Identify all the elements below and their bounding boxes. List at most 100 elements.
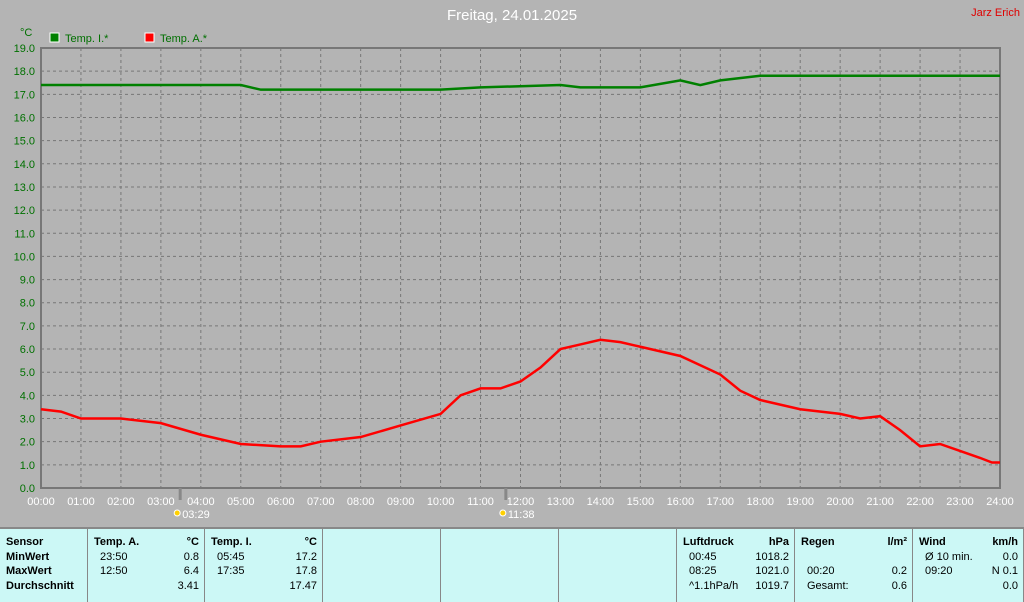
luftdruck-time: 08:25 xyxy=(689,565,717,577)
luftdruck-unit: hPa xyxy=(768,536,789,548)
x-tick-label: 09:00 xyxy=(387,496,415,508)
y-tick-label: 12.0 xyxy=(14,205,35,217)
tempI-time: 05:45 xyxy=(217,550,245,563)
regen-value: 0.2 xyxy=(891,565,907,577)
legend-label: Temp. A.* xyxy=(160,33,208,45)
regen-value: 0.6 xyxy=(891,579,907,592)
wind-time: Ø 10 min. xyxy=(925,550,973,563)
tempI-time: 17:35 xyxy=(217,565,245,577)
series-line-temp-i xyxy=(41,74,1000,91)
y-axis-unit: °C xyxy=(20,27,32,39)
x-tick-label: 12:00 xyxy=(507,496,535,508)
x-tick-label: 22:00 xyxy=(906,496,934,508)
tempA-value: 0.8 xyxy=(183,550,199,563)
tempA-value: 3.41 xyxy=(177,579,199,592)
x-tick-label: 24:00 xyxy=(986,496,1014,508)
sunrise-icon xyxy=(173,509,181,517)
row-label: MaxWert xyxy=(6,565,52,577)
x-tick-label: 03:00 xyxy=(147,496,175,508)
tempI-unit: °C xyxy=(304,536,317,548)
tempI-value: 17.47 xyxy=(289,579,317,592)
stats-table: Sensor MinWert MaxWert Durchschnitt Temp. A.… xyxy=(0,527,1024,602)
x-tick-label: 08:00 xyxy=(347,496,375,508)
x-tick-label: 05:00 xyxy=(227,496,255,508)
y-tick-label: 0.0 xyxy=(20,483,35,495)
y-tick-label: 18.0 xyxy=(14,66,35,78)
y-tick-label: 8.0 xyxy=(20,298,35,310)
x-tick-label: 20:00 xyxy=(826,496,854,508)
wind-value: 0.0 xyxy=(1002,579,1018,592)
y-tick-label: 19.0 xyxy=(14,43,35,55)
tempA-unit: °C xyxy=(186,536,199,548)
luftdruck-header: Luftdruck xyxy=(683,536,734,548)
y-tick-label: 14.0 xyxy=(14,159,35,171)
x-tick-label: 02:00 xyxy=(107,496,135,508)
luftdruck-time: ^1.1hPa/h xyxy=(689,579,739,592)
plot-frame xyxy=(40,47,1001,489)
sun-time-label: 03:29 xyxy=(182,509,210,521)
tempA-value: 6.4 xyxy=(183,565,199,577)
tempI-value: 17.8 xyxy=(295,565,317,577)
x-tick-label: 17:00 xyxy=(707,496,735,508)
y-tick-label: 11.0 xyxy=(14,228,35,240)
luftdruck-value: 1021.0 xyxy=(755,565,789,577)
sensor-header: Sensor xyxy=(6,536,44,548)
table-column xyxy=(88,529,205,602)
luftdruck-value: 1018.2 xyxy=(755,550,789,563)
chart-title: Freitag, 24.01.2025 xyxy=(446,7,578,24)
x-tick-label: 07:00 xyxy=(307,496,335,508)
luftdruck-time: 00:45 xyxy=(689,550,717,563)
regen-header: Regen xyxy=(801,536,835,548)
table-column xyxy=(0,529,88,602)
y-tick-label: 7.0 xyxy=(20,321,35,333)
y-tick-label: 5.0 xyxy=(20,367,35,379)
legend-swatch xyxy=(49,32,60,43)
x-tick-label: 11:00 xyxy=(467,496,494,508)
regen-time: Gesamt: xyxy=(807,579,849,592)
y-tick-label: 16.0 xyxy=(14,112,35,124)
sunset-icon xyxy=(499,509,507,517)
table-column xyxy=(559,529,677,602)
table-column xyxy=(441,529,559,602)
x-tick-label: 04:00 xyxy=(187,496,215,508)
wind-header: Wind xyxy=(919,536,946,548)
x-tick-label: 15:00 xyxy=(627,496,655,508)
tempI-header: Temp. I. xyxy=(211,536,252,548)
wind-value: 0.0 xyxy=(1002,550,1018,563)
row-label: Durchschnitt xyxy=(6,579,74,592)
table-column xyxy=(795,529,913,602)
regen-unit: l/m² xyxy=(887,536,907,548)
x-tick-label: 23:00 xyxy=(946,496,974,508)
wind-value: N 0.1 xyxy=(991,565,1018,577)
series-line-temp-a xyxy=(40,338,1000,464)
y-tick-label: 1.0 xyxy=(20,460,35,472)
tempA-time: 23:50 xyxy=(100,550,128,563)
table-column xyxy=(323,529,441,602)
legend-label: Temp. I.* xyxy=(65,33,109,45)
tempA-header: Temp. A. xyxy=(94,536,140,548)
x-tick-label: 13:00 xyxy=(547,496,575,508)
y-tick-label: 17.0 xyxy=(14,89,35,101)
tempA-time: 12:50 xyxy=(100,565,128,577)
x-tick-label: 21:00 xyxy=(866,496,894,508)
regen-time: 00:20 xyxy=(807,565,835,577)
y-tick-label: 9.0 xyxy=(20,275,35,287)
x-tick-label: 00:00 xyxy=(27,496,55,508)
y-tick-label: 10.0 xyxy=(14,251,35,263)
author-label: Jarz Erich xyxy=(971,7,1020,19)
table-column xyxy=(677,529,795,602)
y-tick-label: 6.0 xyxy=(20,344,35,356)
tempI-value: 17.2 xyxy=(295,550,317,563)
x-tick-label: 01:00 xyxy=(67,496,95,508)
table-column xyxy=(205,529,323,602)
x-tick-label: 16:00 xyxy=(667,496,695,508)
x-tick-label: 06:00 xyxy=(267,496,295,508)
wind-unit: km/h xyxy=(992,536,1018,548)
temperature-chart: 0.0 1.0 2.0 3.0 4.0 5.0 6.0 7.0 8.0 9.0 10.0 11.0 12… xyxy=(14,27,1014,521)
x-tick-label: 18:00 xyxy=(746,496,774,508)
luftdruck-value: 1019.7 xyxy=(755,579,789,592)
wind-time: 09:20 xyxy=(925,565,953,577)
row-label: MinWert xyxy=(6,550,50,563)
y-tick-label: 15.0 xyxy=(14,136,35,148)
x-tick-label: 14:00 xyxy=(587,496,615,508)
